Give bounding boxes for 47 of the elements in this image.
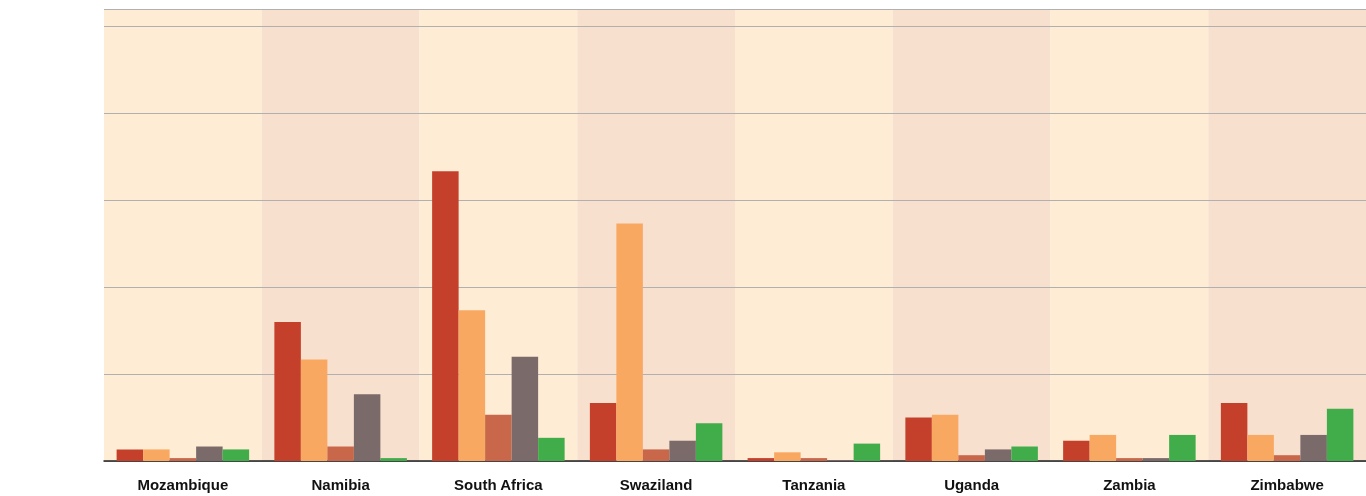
bar [222, 449, 250, 461]
bar [695, 423, 723, 461]
bar [1273, 455, 1301, 461]
bar [353, 394, 381, 461]
bar [485, 414, 512, 461]
bar [274, 321, 301, 461]
bar [1011, 446, 1038, 461]
bar [931, 414, 959, 461]
bar [853, 443, 881, 461]
bar [800, 458, 828, 461]
bar [1169, 434, 1196, 461]
x-tick-label: Uganda [944, 476, 1000, 493]
bar [432, 171, 459, 461]
bar [538, 437, 565, 461]
x-tick-label: Swaziland [619, 476, 693, 493]
bar [1063, 440, 1090, 461]
x-tick-label: Zimbabwe [1250, 476, 1324, 493]
bar [196, 446, 223, 461]
bar [300, 359, 328, 461]
bar [1142, 458, 1170, 461]
x-tick-label: South Africa [454, 476, 544, 493]
bar [1300, 434, 1327, 461]
bar [1220, 403, 1248, 461]
bar [958, 455, 985, 461]
bar [747, 458, 775, 461]
bar [1326, 408, 1354, 461]
bar [1247, 434, 1274, 461]
bar [642, 449, 670, 461]
bar [616, 223, 643, 461]
bar [1089, 434, 1117, 461]
bar [143, 449, 170, 461]
bar [984, 449, 1012, 461]
bar [589, 403, 617, 461]
bar [774, 452, 801, 461]
bar [327, 446, 354, 461]
x-tick-label: Namibia [311, 476, 371, 493]
bar [458, 310, 486, 461]
x-tick-label: Mozambique [137, 476, 229, 493]
bar [169, 458, 197, 461]
bar [905, 417, 932, 461]
bar [669, 440, 696, 461]
bar [116, 449, 144, 461]
bar [511, 356, 539, 461]
x-tick-label: Zambia [1103, 476, 1157, 493]
bar [380, 458, 407, 461]
bar [1116, 458, 1143, 461]
x-tick-label: Tanzania [782, 476, 847, 493]
